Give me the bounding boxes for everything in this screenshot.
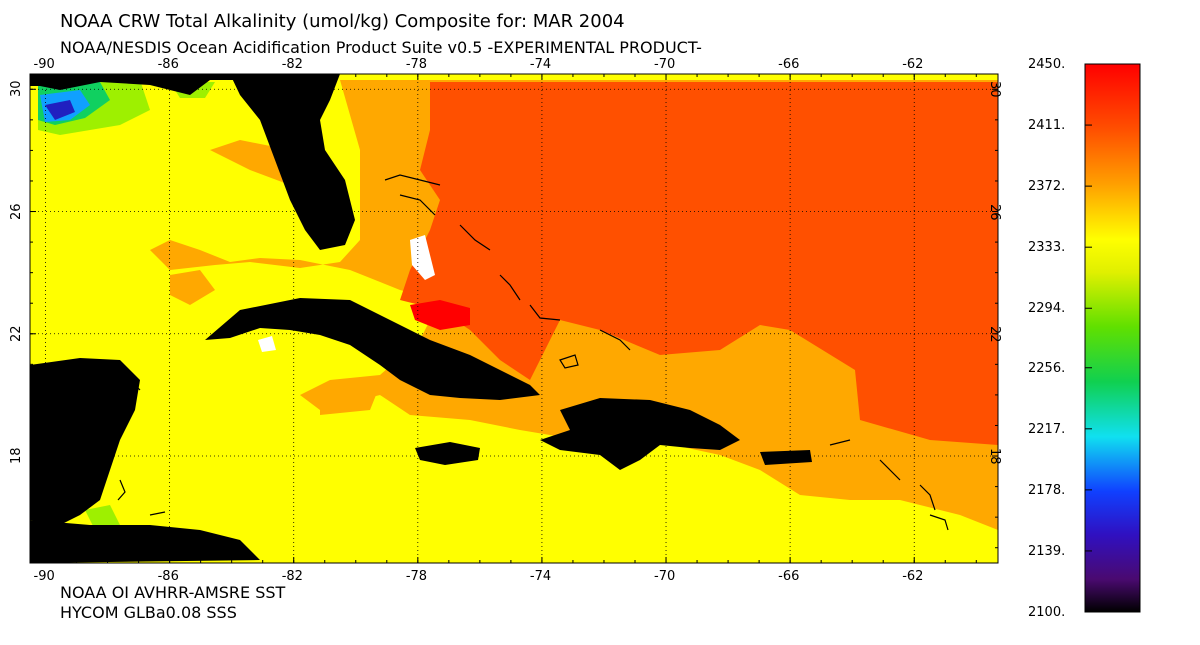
lon-label-top: -70 — [654, 57, 676, 72]
colorbar-label: 2256. — [1028, 360, 1066, 376]
map-subtitle: NOAA/NESDIS Ocean Acidification Product … — [60, 38, 702, 57]
gulf-patch-2 — [170, 270, 215, 305]
lon-label-bottom: -90 — [33, 569, 55, 584]
colorbar-label: 2100. — [1028, 605, 1066, 620]
map-title: NOAA CRW Total Alkalinity (umol/kg) Comp… — [60, 11, 625, 32]
colorbar-label: 2450. — [1028, 57, 1066, 72]
colorbar-label: 2139. — [1028, 543, 1066, 559]
lat-label-right: 26 — [987, 203, 1002, 221]
colorbar-label: 2294. — [1028, 301, 1066, 317]
map-ticks — [30, 74, 998, 563]
colorbar-label: 2178. — [1028, 482, 1066, 498]
yucatan-peninsula — [30, 358, 140, 525]
hispaniola — [540, 398, 740, 470]
lon-label-bottom: -74 — [529, 569, 552, 584]
lon-label-top: -78 — [405, 57, 428, 72]
lon-label-top: -62 — [902, 57, 924, 72]
lon-label-bottom: -82 — [281, 569, 303, 584]
jamaica — [415, 442, 480, 465]
yucatan-plume — [85, 505, 120, 530]
lat-label-left: 22 — [9, 325, 24, 342]
puerto-rico — [760, 450, 812, 465]
lat-label-left: 30 — [9, 80, 24, 98]
andros-island — [410, 235, 435, 280]
colorbar-label: 2411. — [1028, 118, 1066, 134]
bahamas-islands — [117, 174, 949, 531]
lon-label-bottom: -66 — [778, 569, 800, 584]
map-frame — [29, 73, 999, 564]
lon-label-bottom: -70 — [654, 569, 676, 584]
high-alkalinity-region — [400, 82, 998, 445]
central-america — [30, 520, 260, 563]
lon-label-top: -86 — [157, 57, 179, 72]
lon-label-top: -90 — [33, 57, 55, 72]
map-field — [30, 74, 998, 563]
lat-label-right: 30 — [987, 81, 1002, 98]
lon-label-bottom: -86 — [157, 569, 179, 584]
gulf-patch-3 — [320, 385, 380, 415]
map-grid — [30, 74, 998, 563]
lat-label-left: 26 — [9, 202, 24, 220]
florida — [230, 74, 355, 250]
lon-label-top: -82 — [281, 57, 303, 72]
lon-label-top: -74 — [529, 57, 552, 72]
cuba — [205, 298, 540, 400]
lat-label-left: 18 — [9, 447, 24, 465]
colorbar-ticks — [1085, 63, 1092, 613]
source-sst: NOAA OI AVHRR-AMSRE SST — [60, 583, 286, 602]
peak-alkalinity-patch — [410, 300, 470, 330]
lon-label-top: -66 — [778, 57, 800, 72]
mid-embayment — [750, 340, 855, 395]
colorbar — [1084, 63, 1141, 613]
lon-label-bottom: -78 — [405, 569, 428, 584]
mississippi-plume-core — [45, 100, 75, 120]
colorbar-label: 2372. — [1028, 179, 1066, 195]
lon-label-bottom: -62 — [902, 569, 924, 584]
lat-label-right: 18 — [987, 448, 1002, 465]
lat-label-right: 22 — [987, 325, 1002, 343]
source-sss: HYCOM GLBa0.08 SSS — [60, 603, 237, 622]
colorbar-label: 2217. — [1028, 421, 1066, 437]
isle-of-youth — [258, 336, 276, 352]
colorbar-label: 2333. — [1028, 240, 1066, 256]
